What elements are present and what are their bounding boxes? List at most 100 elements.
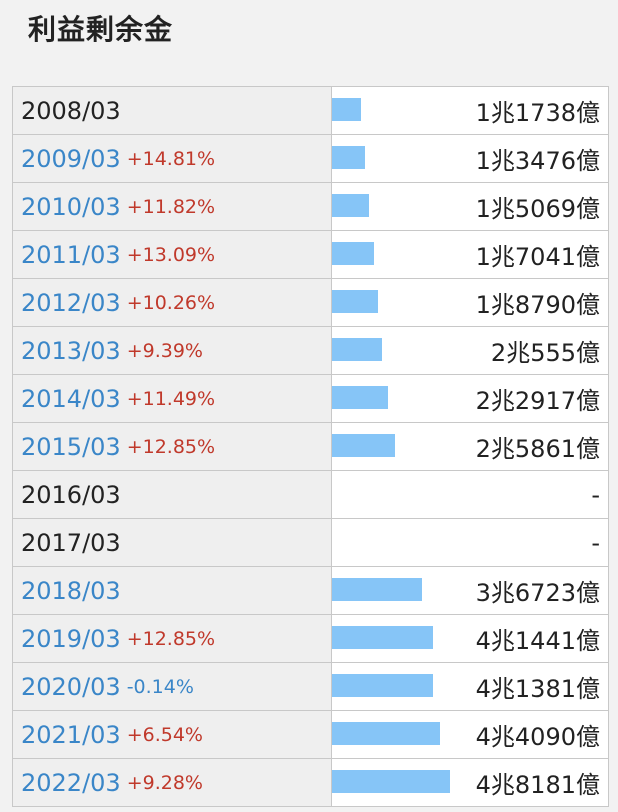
value-bar: [332, 386, 388, 409]
value-cell: 3兆6723億: [332, 567, 608, 614]
change-percent: +12.85%: [126, 435, 216, 458]
table-row: 2016/03 -: [13, 471, 608, 519]
value-text: 1兆1738億: [475, 99, 600, 127]
change-percent: +11.82%: [126, 195, 216, 218]
value-text: 1兆7041億: [475, 243, 600, 271]
period-cell: 2012/03 +10.26%: [13, 279, 332, 326]
value-text: 4兆8181億: [475, 771, 600, 799]
value-text: 1兆8790億: [475, 291, 600, 319]
value-cell: 4兆4090億: [332, 711, 608, 758]
period-link[interactable]: 2009/03: [21, 144, 121, 173]
period-cell: 2010/03 +11.82%: [13, 183, 332, 230]
value-bar: [332, 98, 361, 121]
change-percent: +11.49%: [126, 387, 216, 410]
period-cell: 2021/03 +6.54%: [13, 711, 332, 758]
value-text: -: [591, 480, 600, 509]
period-cell: 2009/03 +14.81%: [13, 135, 332, 182]
table-row: 2020/03 -0.14% 4兆1381億: [13, 663, 608, 711]
period-cell: 2018/03: [13, 567, 332, 614]
period-label: 2017/03: [21, 528, 121, 557]
period-link[interactable]: 2020/03: [21, 672, 121, 701]
period-cell: 2008/03: [13, 87, 332, 134]
table-row: 2015/03 +12.85% 2兆5861億: [13, 423, 608, 471]
change-percent: +12.85%: [126, 627, 216, 650]
value-bar: [332, 290, 378, 313]
change-percent: -0.14%: [126, 675, 194, 698]
change-percent: +10.26%: [126, 291, 216, 314]
period-link[interactable]: 2021/03: [21, 720, 121, 749]
table-row: 2011/03 +13.09% 1兆7041億: [13, 231, 608, 279]
change-percent: +14.81%: [126, 147, 216, 170]
value-bar: [332, 578, 422, 601]
period-cell: 2019/03 +12.85%: [13, 615, 332, 662]
value-cell: 2兆2917億: [332, 375, 608, 422]
period-cell: 2022/03 +9.28%: [13, 759, 332, 806]
period-cell: 2015/03 +12.85%: [13, 423, 332, 470]
period-link[interactable]: 2022/03: [21, 768, 121, 797]
value-bar: [332, 194, 369, 217]
table-row: 2019/03 +12.85% 4兆1441億: [13, 615, 608, 663]
value-text: 1兆3476億: [475, 147, 600, 175]
period-cell: 2016/03: [13, 471, 332, 518]
value-cell: 4兆1441億: [332, 615, 608, 662]
period-link[interactable]: 2015/03: [21, 432, 121, 461]
value-bar: [332, 626, 433, 649]
period-cell: 2011/03 +13.09%: [13, 231, 332, 278]
value-bar: [332, 722, 440, 745]
value-bar: [332, 674, 433, 697]
period-cell: 2014/03 +11.49%: [13, 375, 332, 422]
period-link[interactable]: 2011/03: [21, 240, 121, 269]
value-cell: 1兆1738億: [332, 87, 608, 134]
value-cell: 1兆7041億: [332, 231, 608, 278]
value-bar: [332, 434, 395, 457]
table-row: 2021/03 +6.54% 4兆4090億: [13, 711, 608, 759]
value-cell: -: [332, 471, 608, 518]
value-bar: [332, 338, 382, 361]
table-row: 2022/03 +9.28% 4兆8181億: [13, 759, 608, 807]
table-row: 2008/03 1兆1738億: [13, 87, 608, 135]
value-bar: [332, 242, 374, 265]
period-label: 2008/03: [21, 96, 121, 125]
value-text: 2兆555億: [490, 339, 600, 367]
value-cell: -: [332, 519, 608, 566]
period-link[interactable]: 2013/03: [21, 336, 121, 365]
period-cell: 2017/03: [13, 519, 332, 566]
change-percent: +13.09%: [126, 243, 216, 266]
value-text: 2兆2917億: [475, 387, 600, 415]
period-cell: 2013/03 +9.39%: [13, 327, 332, 374]
retained-earnings-table: 2008/03 1兆1738億 2009/03 +14.81% 1兆3476億 2010/…: [12, 86, 609, 807]
value-bar: [332, 146, 365, 169]
value-text: 4兆1441億: [475, 627, 600, 655]
value-cell: 4兆8181億: [332, 759, 608, 806]
period-link[interactable]: 2019/03: [21, 624, 121, 653]
value-text: 3兆6723億: [475, 579, 600, 607]
change-percent: +9.28%: [126, 771, 203, 794]
period-link[interactable]: 2018/03: [21, 576, 121, 605]
value-cell: 1兆5069億: [332, 183, 608, 230]
value-text: 1兆5069億: [475, 195, 600, 223]
period-link[interactable]: 2012/03: [21, 288, 121, 317]
change-percent: +6.54%: [126, 723, 203, 746]
table-row: 2013/03 +9.39% 2兆555億: [13, 327, 608, 375]
table-row: 2010/03 +11.82% 1兆5069億: [13, 183, 608, 231]
period-label: 2016/03: [21, 480, 121, 509]
table-row: 2018/03 3兆6723億: [13, 567, 608, 615]
value-cell: 4兆1381億: [332, 663, 608, 710]
value-text: 4兆4090億: [475, 723, 600, 751]
period-link[interactable]: 2010/03: [21, 192, 121, 221]
period-cell: 2020/03 -0.14%: [13, 663, 332, 710]
value-bar: [332, 770, 450, 793]
value-text: 2兆5861億: [475, 435, 600, 463]
table-row: 2017/03 -: [13, 519, 608, 567]
table-row: 2012/03 +10.26% 1兆8790億: [13, 279, 608, 327]
value-cell: 1兆8790億: [332, 279, 608, 326]
table-row: 2009/03 +14.81% 1兆3476億: [13, 135, 608, 183]
section-title: 利益剰余金: [28, 13, 174, 46]
value-cell: 2兆5861億: [332, 423, 608, 470]
value-cell: 1兆3476億: [332, 135, 608, 182]
period-link[interactable]: 2014/03: [21, 384, 121, 413]
value-text: 4兆1381億: [475, 675, 600, 703]
value-text: -: [591, 528, 600, 557]
value-cell: 2兆555億: [332, 327, 608, 374]
